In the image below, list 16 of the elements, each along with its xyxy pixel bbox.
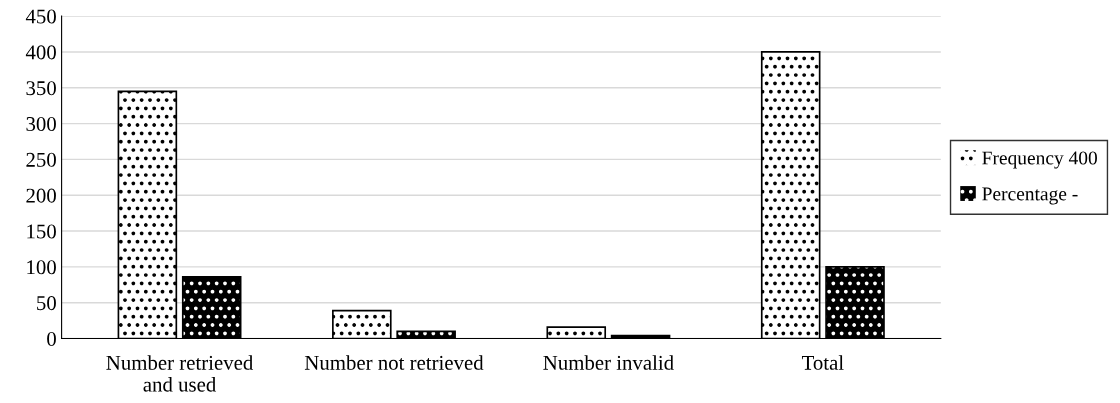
y-tick-label: 300 <box>26 116 56 132</box>
x-tick-label: Total <box>801 355 844 370</box>
y-tick-label: 100 <box>27 260 56 275</box>
y-tick-label: 350 <box>26 81 56 96</box>
y-tick-label: 250 <box>26 152 56 167</box>
x-tick-label: Number invalid <box>543 355 674 370</box>
x-tick-label: Number retrieved and used <box>106 355 254 392</box>
y-tick-label: 400 <box>25 45 56 60</box>
legend-label: Frequency 400 <box>982 151 1097 169</box>
y-tick-label: 450 <box>25 9 56 24</box>
legend-label: Percentage - <box>982 187 1078 205</box>
y-tick-label: 150 <box>27 224 56 239</box>
y-tick-label: 0 <box>47 331 56 346</box>
y-tick-label: 50 <box>37 296 56 311</box>
y-tick-label: 200 <box>26 188 56 203</box>
x-tick-label: Number not retrieved <box>304 355 484 370</box>
